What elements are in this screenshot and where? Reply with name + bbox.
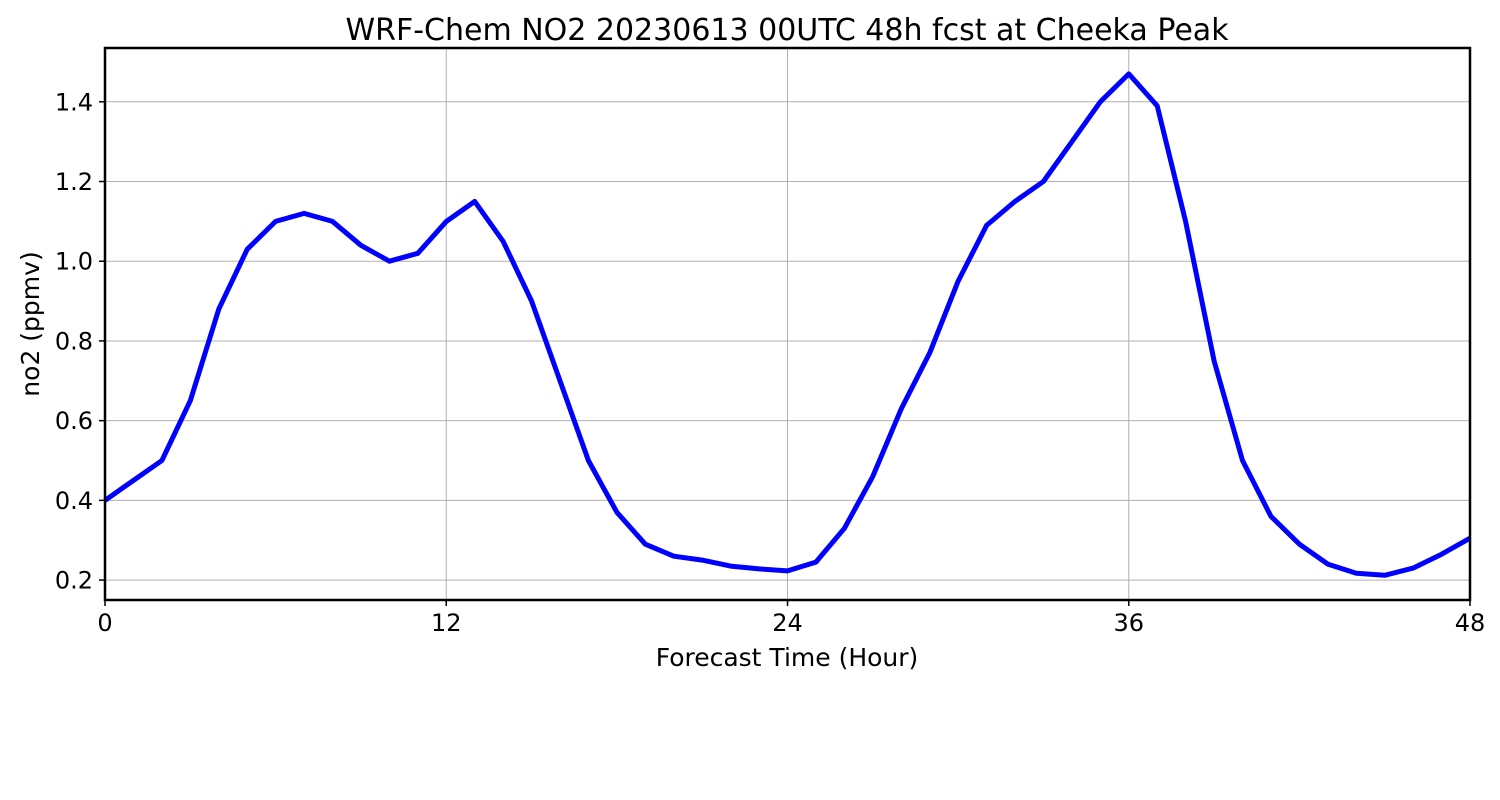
axes-ticks: 0 12 24 36 48 0.2 0.4 0.6 0.8 1.0 1.2 1.4 bbox=[55, 88, 1485, 637]
y-tick-label: 0.2 bbox=[55, 567, 93, 595]
x-tick-label: 12 bbox=[431, 609, 462, 637]
y-axis-label: no2 (ppmv) bbox=[16, 251, 45, 396]
x-tick-label: 48 bbox=[1455, 609, 1486, 637]
plot-area bbox=[103, 71, 1472, 578]
y-tick-label: 1.4 bbox=[55, 88, 93, 116]
y-tick-label: 0.6 bbox=[55, 407, 93, 435]
x-axis-label: Forecast Time (Hour) bbox=[656, 643, 919, 672]
y-tick-label: 1.2 bbox=[55, 168, 93, 196]
x-tick-label: 0 bbox=[97, 609, 112, 637]
x-tick-label: 24 bbox=[772, 609, 803, 637]
chart-title: WRF-Chem NO2 20230613 00UTC 48h fcst at … bbox=[345, 13, 1229, 48]
x-tick-label: 36 bbox=[1113, 609, 1144, 637]
y-tick-label: 0.8 bbox=[55, 327, 93, 355]
series-line bbox=[103, 71, 1472, 578]
grid bbox=[104, 48, 1471, 600]
y-tick-label: 0.4 bbox=[55, 487, 93, 515]
y-tick-label: 1.0 bbox=[55, 248, 93, 276]
